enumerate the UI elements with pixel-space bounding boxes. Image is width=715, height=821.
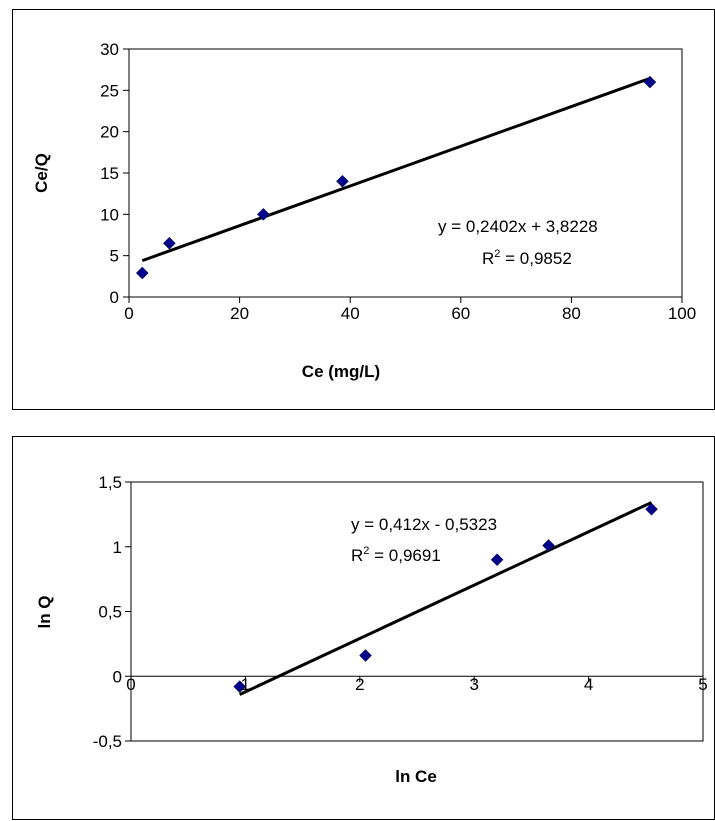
chart-1-axes	[123, 48, 683, 303]
chart-1-y-tick-label: 15	[100, 164, 119, 183]
chart-1-x-tick-label: 0	[124, 304, 133, 323]
chart-1-r-squared-label: R	[482, 249, 494, 268]
chart-1-y-tick-label: 0	[110, 288, 119, 307]
chart-1-data-point	[257, 207, 270, 221]
chart-2-trend-equation: y = 0,412x - 0,5323	[351, 515, 497, 534]
chart-2-data-point	[542, 539, 555, 552]
chart-1-y-axis-title: Ce/Q	[32, 153, 51, 193]
chart-2-x-tick-label: 5	[698, 675, 707, 694]
chart-2-y-tick-label: 0,5	[98, 603, 122, 622]
chart-2-x-tick-label: 0	[126, 675, 135, 694]
chart-2-y-tick-label: 0	[113, 667, 122, 686]
chart-1-trend-equation: y = 0,2402x + 3,8228	[438, 217, 598, 236]
chart-2-y-axis-title: ln Q	[35, 595, 54, 628]
chart-1-frame: 0 5 10 15 20 25 30 0 20 40 60 80 100 Ce (mg/L) Ce/Q y =…	[12, 9, 715, 410]
chart-2-r-squared-sup: 2	[363, 545, 369, 557]
chart-2-x-tick-label: 2	[355, 675, 364, 694]
chart-2-data-point	[359, 649, 372, 662]
chart-1-x-tick-label: 20	[230, 304, 249, 323]
chart-2-x-axis-title: ln Ce	[395, 767, 437, 786]
chart-1-data-point	[163, 236, 176, 250]
chart-2-trendline-layer	[239, 501, 653, 696]
chart-1-y-tick-label: 5	[110, 247, 119, 266]
chart-2-labels-layer: -0,5 0 0,5 1 1,5 0 1 2 3 4 5 ln Ce ln Q y = 0,412x - …	[35, 473, 708, 786]
chart-1-y-tick-label: 30	[100, 40, 119, 59]
chart-2-data-point	[645, 502, 658, 516]
chart-1-trendline-layer	[141, 76, 651, 263]
chart-1-y-tick-label: 25	[100, 81, 119, 100]
chart-1-svg: 0 5 10 15 20 25 30 0 20 40 60 80 100 Ce (mg/L) Ce/Q y =…	[32, 40, 696, 381]
chart-2-points-layer	[233, 502, 658, 693]
chart-1-y-tick-label: 20	[100, 123, 119, 142]
chart-1-x-tick-label: 80	[562, 304, 581, 323]
chart-1-r-squared-sup: 2	[494, 248, 500, 260]
chart-1-r-squared-value: = 0,9852	[500, 249, 571, 268]
chart-2-y-tick-label: 1,5	[98, 473, 122, 492]
chart-1-x-tick-label: 60	[451, 304, 470, 323]
chart-1-data-point	[135, 266, 149, 280]
chart-2-x-tick-label: 1	[241, 675, 250, 694]
chart-1-plot-area	[128, 48, 683, 298]
chart-1-points-layer	[135, 75, 657, 280]
chart-1-trendline	[141, 76, 651, 263]
chart-1-y-tick-label: 10	[100, 205, 119, 224]
chart-2-trendline	[239, 501, 653, 696]
chart-2-axes	[125, 481, 704, 742]
chart-2-r-squared-label: R	[351, 546, 363, 565]
chart-2-r-squared-value: = 0,9691	[369, 546, 440, 565]
chart-2-svg: -0,5 0 0,5 1 1,5 0 1 2 3 4 5 ln Ce ln Q y = 0,412x - …	[35, 473, 708, 786]
chart-2-y-tick-label: 1	[113, 538, 122, 557]
chart-1-data-point	[336, 174, 349, 188]
chart-2-data-point	[490, 553, 504, 567]
chart-1-x-tick-label: 100	[668, 304, 696, 323]
chart-2-data-point	[233, 680, 247, 693]
chart-1-labels-layer: 0 5 10 15 20 25 30 0 20 40 60 80 100 Ce (mg/L) Ce/Q y =…	[32, 40, 696, 381]
chart-2-y-tick-label: -0,5	[93, 732, 122, 751]
chart-1-x-tick-label: 40	[341, 304, 360, 323]
chart-1-r-squared: R2 = 0,9852	[482, 248, 572, 268]
chart-2-frame: -0,5 0 0,5 1 1,5 0 1 2 3 4 5 ln Ce ln Q y = 0,412x - …	[12, 436, 715, 820]
chart-2-x-tick-label: 3	[469, 675, 478, 694]
chart-2-x-tick-label: 4	[584, 675, 593, 694]
chart-1-data-point	[643, 75, 657, 89]
chart-2-r-squared: R2 = 0,9691	[351, 545, 441, 565]
chart-1-x-axis-title: Ce (mg/L)	[302, 362, 380, 381]
